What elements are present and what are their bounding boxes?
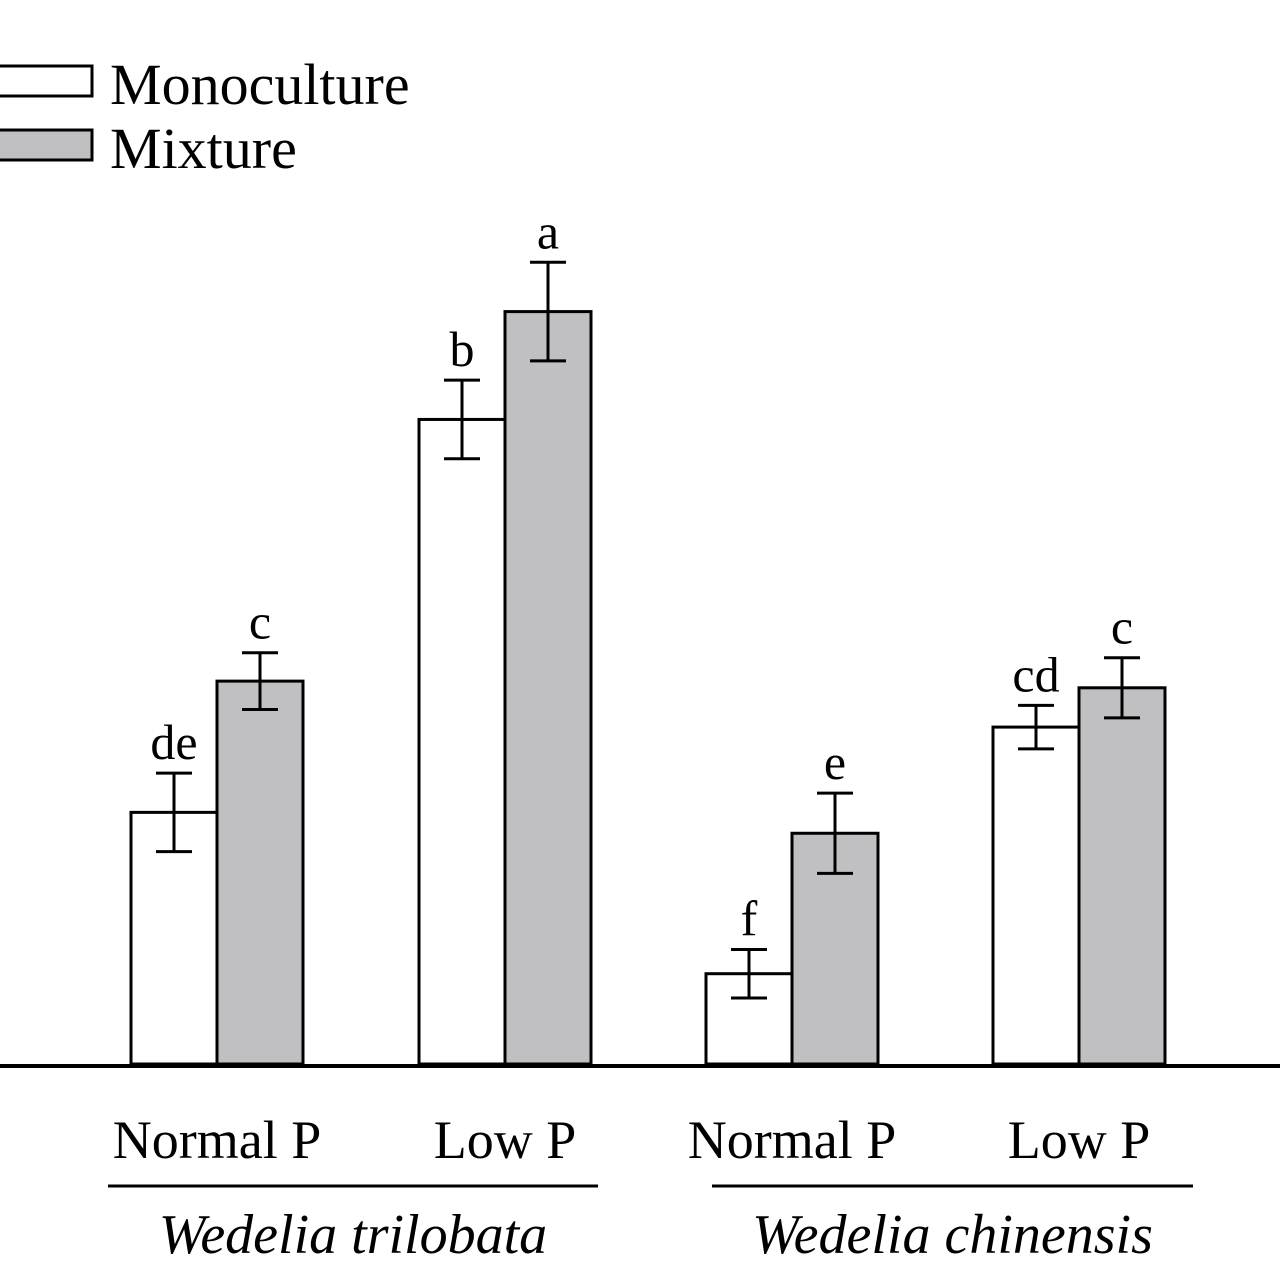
legend-label-mixture: Mixture [110, 116, 297, 181]
error-bar-mixture-2 [817, 791, 853, 875]
bar-monoculture-1 [417, 417, 507, 1066]
bar-monoculture-3 [991, 725, 1081, 1066]
bar-mixture-1 [503, 310, 593, 1066]
legend-label-monoculture: Monoculture [110, 52, 410, 117]
bar-mixture-0 [215, 679, 305, 1066]
legend-swatch-monoculture [0, 64, 94, 98]
significance-label-monoculture-0: de [150, 714, 197, 770]
x-tick-labels: Normal P Low P Normal P Low P [113, 1110, 1151, 1170]
error-bars [156, 260, 1140, 1000]
error-bar-mixture-1 [530, 260, 566, 363]
x-tick-label-1: Low P [434, 1110, 577, 1170]
group-label-1: Wedelia chinensis [752, 1204, 1153, 1266]
x-tick-label-2: Normal P [688, 1110, 897, 1170]
error-bar-mixture-0 [242, 651, 278, 712]
significance-label-monoculture-1: b [450, 321, 475, 377]
significance-label-mixture-0: c [249, 594, 271, 650]
error-bar-monoculture-1 [444, 378, 480, 461]
significance-label-monoculture-3: cd [1012, 646, 1059, 702]
significance-label-mixture-2: e [824, 734, 846, 790]
error-bar-monoculture-3 [1018, 703, 1054, 751]
significance-label-mixture-3: c [1111, 599, 1133, 655]
bar-monoculture-0 [129, 810, 219, 1066]
bars [129, 310, 1167, 1066]
error-bar-monoculture-0 [156, 771, 192, 854]
significance-label-mixture-1: a [537, 203, 559, 259]
error-bar-mixture-3 [1104, 656, 1140, 720]
x-tick-label-3: Low P [1008, 1110, 1151, 1170]
legend-swatch-mixture [0, 128, 94, 162]
error-bar-monoculture-2 [731, 947, 767, 1000]
species-groups: Wedelia trilobata Wedelia chinensis [108, 1184, 1193, 1266]
bar-mixture-3 [1077, 686, 1167, 1066]
group-label-0: Wedelia trilobata [159, 1204, 547, 1266]
significance-label-monoculture-2: f [741, 890, 758, 946]
x-tick-label-0: Normal P [113, 1110, 322, 1170]
